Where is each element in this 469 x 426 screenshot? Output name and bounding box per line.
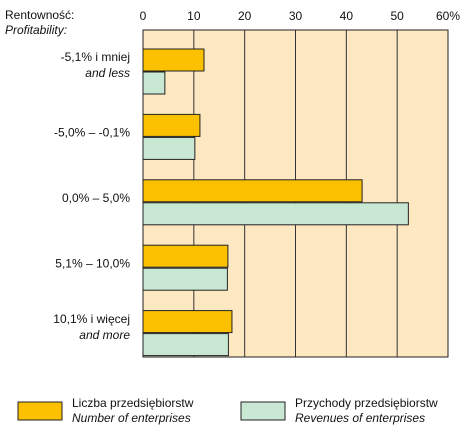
axis-label: Rentowność: [5,8,74,22]
legend-swatch [240,401,286,421]
x-tick-label: 30 [289,9,303,23]
bar [142,179,363,203]
bar [142,244,229,268]
legend-label: Przychody przedsiębiorstw [295,396,438,410]
bar [142,48,205,72]
x-tick-label: 40 [340,9,354,23]
bar [142,71,166,95]
x-tick-label: 50 [390,9,404,23]
y-tick-label: -5,0% – -0,1% [54,126,130,140]
legend-label: Liczba przedsiębiorstw [72,396,194,410]
x-tick-label: 10 [187,9,201,23]
x-tick-label: 0 [140,9,147,23]
x-tick-label: 60% [436,9,460,23]
bar [142,136,196,160]
bar [142,267,228,291]
bar [142,202,409,226]
legend-label: Number of enterprises [72,411,191,425]
plot-border [142,29,449,358]
bar [142,310,233,334]
legend-swatch [17,401,63,421]
bar [142,333,229,357]
y-tick-label: 5,1% – 10,0% [55,256,130,270]
y-tick-label: 0,0% – 5,0% [62,191,130,205]
y-tick-label: and less [85,66,130,80]
bar [142,113,201,137]
x-tick-label: 20 [238,9,252,23]
y-tick-label: -5,1% i mniej [61,50,130,64]
y-tick-label: and more [79,328,130,342]
axis-label: Profitability: [5,23,67,37]
legend-label: Revenues of enterprises [295,411,425,425]
y-tick-label: 10,1% i więcej [53,312,130,326]
